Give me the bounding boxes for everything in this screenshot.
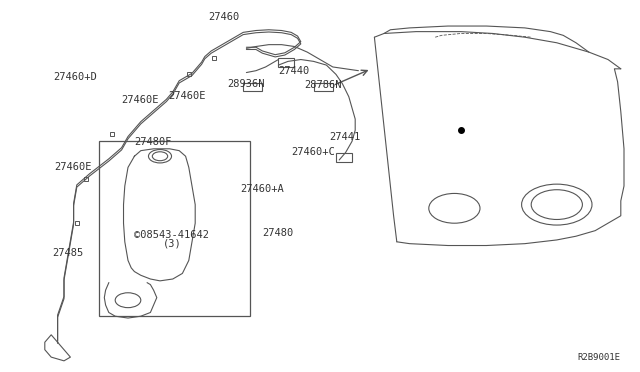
Text: 27460: 27460 — [208, 12, 239, 22]
Bar — [314, 83, 333, 91]
Bar — [99, 141, 250, 316]
Text: 28936N: 28936N — [227, 79, 265, 89]
Bar — [336, 153, 352, 162]
Text: 27460+C: 27460+C — [291, 147, 335, 157]
Text: 27460E: 27460E — [168, 91, 206, 101]
Text: R2B9001E: R2B9001E — [578, 353, 621, 362]
Text: 27440: 27440 — [278, 66, 310, 76]
Bar — [243, 83, 262, 91]
Text: 27480F: 27480F — [134, 138, 172, 147]
Text: 27485: 27485 — [52, 248, 84, 258]
Text: 27441: 27441 — [330, 132, 361, 142]
Text: ©08543-41642: ©08543-41642 — [134, 231, 209, 240]
Text: 27460E: 27460E — [122, 95, 159, 105]
Text: 27460E: 27460E — [54, 163, 92, 172]
Text: 27460+D: 27460+D — [53, 73, 97, 82]
Text: 27480: 27480 — [262, 228, 294, 237]
Text: 28786N: 28786N — [305, 80, 342, 90]
Bar — [278, 58, 294, 67]
Text: (3): (3) — [163, 239, 182, 248]
Text: 27460+A: 27460+A — [240, 184, 284, 194]
